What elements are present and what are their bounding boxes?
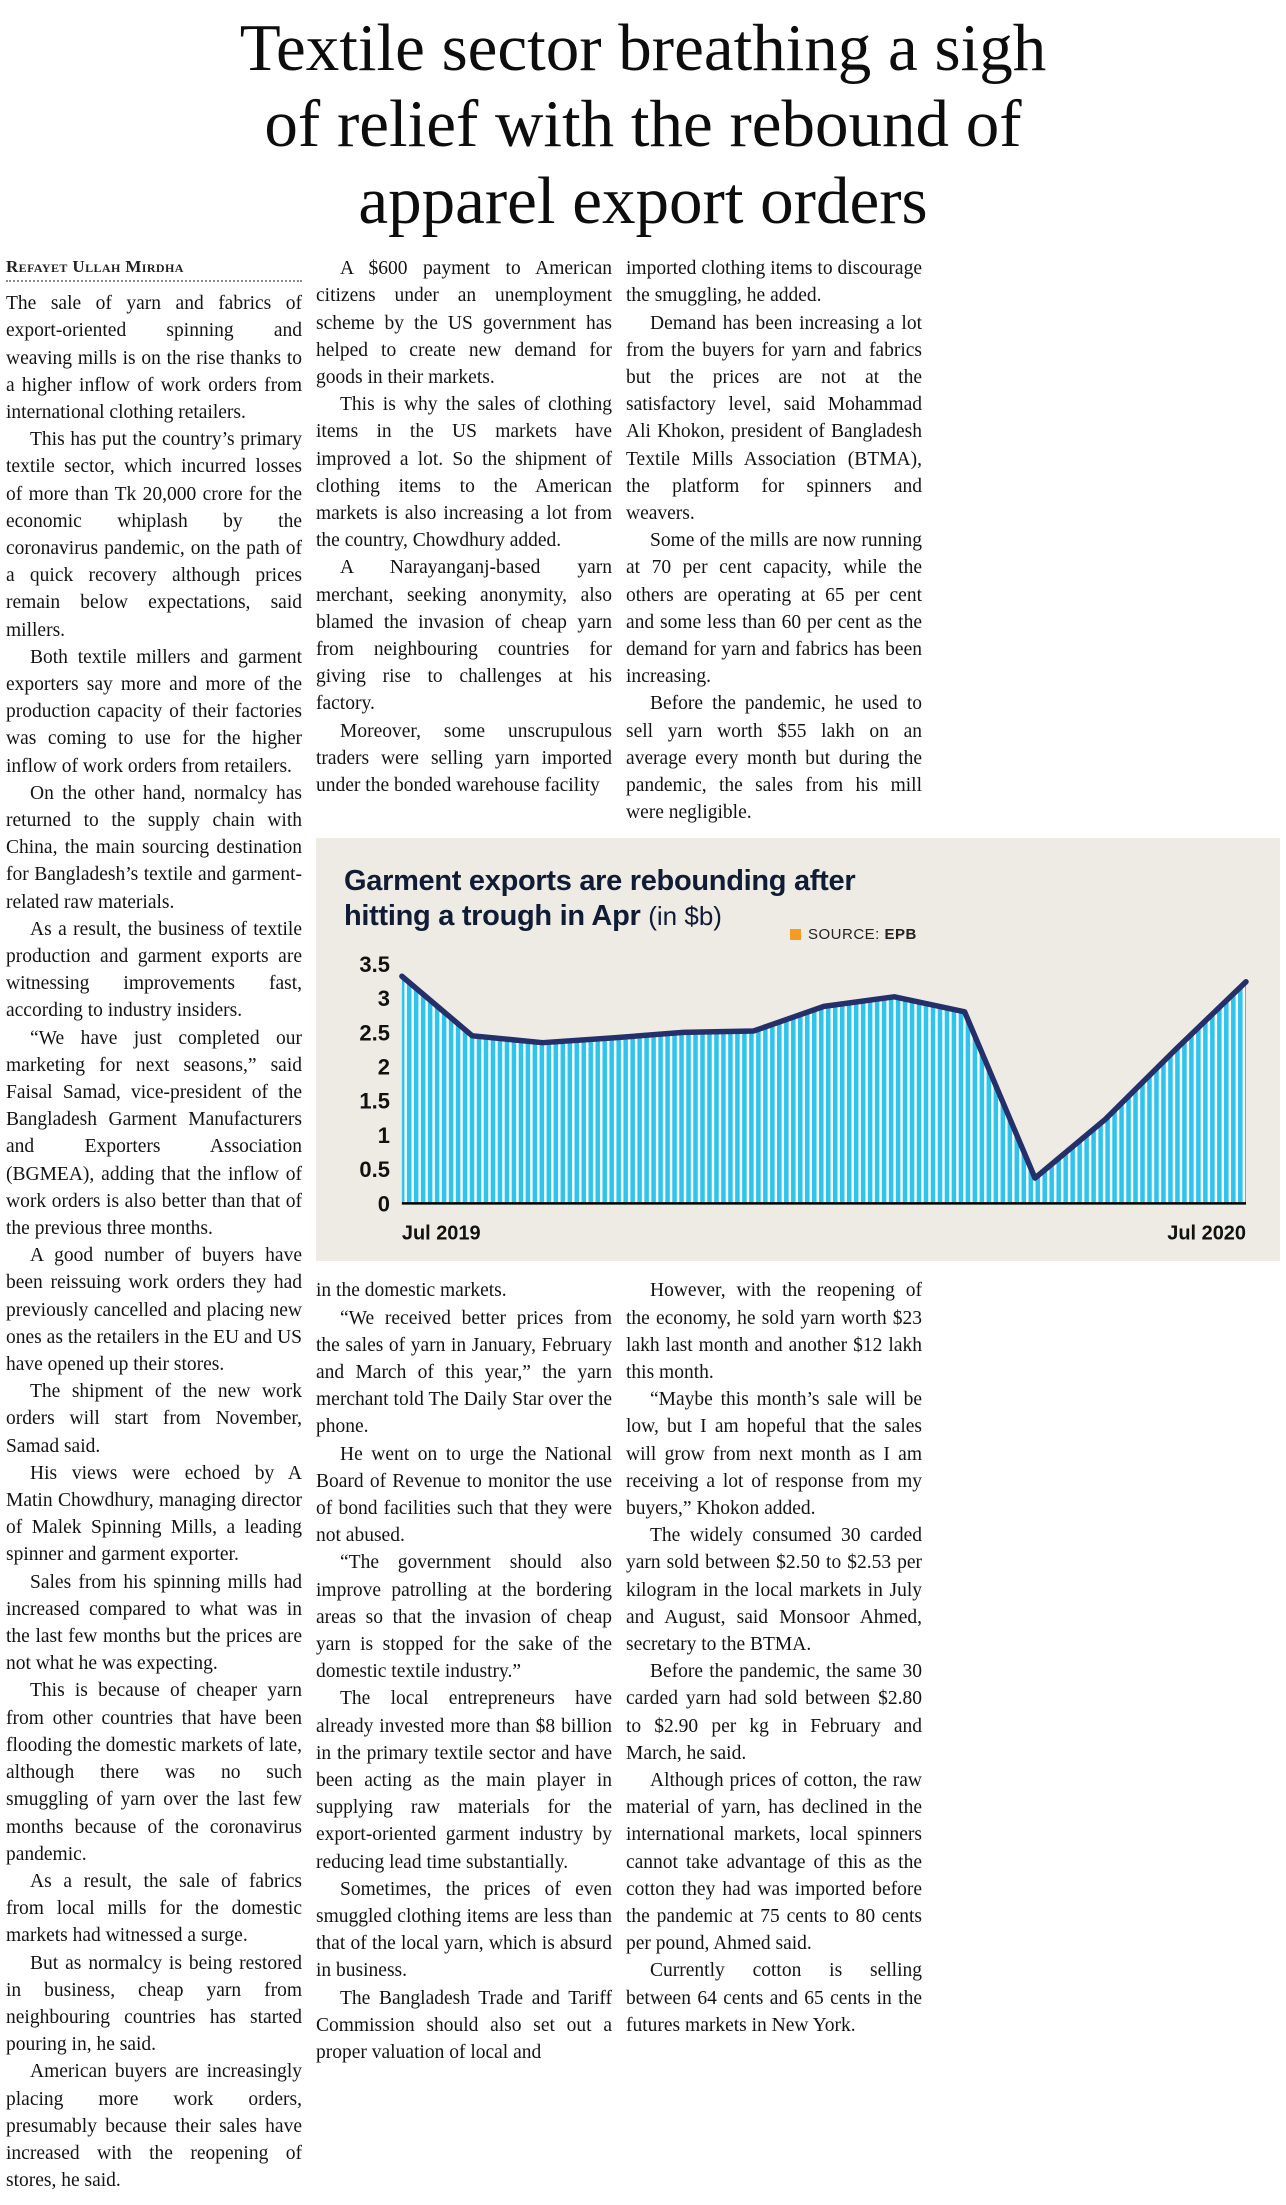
chart-panel: Garment exports are rebounding after hit… — [316, 838, 1280, 1262]
paragraph: On the other hand, normalcy has returned… — [6, 782, 302, 913]
byline: Refayet Ullah Mirdha — [6, 257, 184, 277]
chart-source: SOURCE: EPB — [790, 926, 917, 943]
headline: Textile sector breathing a sigh of relie… — [6, 10, 1280, 239]
chart-title-line1: Garment exports are rebounding after — [344, 865, 856, 898]
paragraph: “Maybe this month’s sale will be low, bu… — [626, 1389, 922, 1519]
paragraph: Although prices of cotton, the raw mater… — [626, 1769, 922, 1955]
source-swatch-icon — [790, 929, 801, 941]
svg-text:3: 3 — [378, 986, 390, 1011]
source-label: SOURCE: — [808, 926, 880, 944]
paragraph: A good number of buyers have been reissu… — [6, 1245, 302, 1376]
paragraph: This has put the country’s primary texti… — [6, 429, 302, 641]
paragraph: Both textile millers and garment exporte… — [6, 646, 302, 777]
svg-text:0: 0 — [378, 1191, 390, 1216]
svg-text:Jul 2019: Jul 2019 — [402, 1222, 481, 1244]
source-value: EPB — [884, 926, 917, 944]
paragraph: Before the pandemic, the same 30 carded … — [626, 1661, 922, 1764]
chart-title-unit: (in $b) — [648, 901, 722, 932]
headline-line: Textile sector breathing a sigh — [239, 11, 1047, 85]
paragraph: in the domestic markets. — [316, 1280, 507, 1302]
paragraph: The sale of yarn and fabrics of export-o… — [6, 293, 302, 423]
svg-text:Jul 2020: Jul 2020 — [1167, 1222, 1246, 1244]
column-1-text: The sale of yarn and fabrics of export-o… — [6, 290, 302, 2194]
paragraph: imported clothing items to discourage th… — [626, 258, 922, 307]
article-column-2-top: A $600 payment to American citizens unde… — [316, 255, 612, 799]
article-column-3-bottom: However, with the reopening of the econo… — [626, 1277, 922, 2039]
article-column-2-bottom: in the domestic markets. “We received bet… — [316, 1277, 612, 2066]
paragraph: However, with the reopening of the econo… — [626, 1280, 922, 1383]
paragraph: “We received better prices from the sale… — [316, 1307, 612, 1438]
byline-rule — [6, 280, 302, 283]
article-column-1: Refayet Ullah Mirdha The sale of yarn an… — [6, 255, 302, 2194]
svg-text:2: 2 — [378, 1055, 390, 1080]
paragraph: As a result, the sale of fabrics from lo… — [6, 1870, 302, 1947]
paragraph: Sometimes, the prices of even smuggled c… — [316, 1878, 612, 1982]
paragraph: His views were echoed by A Matin Chowdhu… — [6, 1462, 302, 1566]
paragraph: But as normalcy is being restored in bus… — [6, 1952, 302, 2056]
paragraph: Sales from his spinning mills had increa… — [6, 1571, 302, 1675]
paragraph: This is why the sales of clothing items … — [316, 394, 612, 552]
paragraph: A $600 payment to American citizens unde… — [316, 258, 612, 388]
bottom-text-row: in the domestic markets. “We received bet… — [316, 1277, 1280, 2066]
paragraph: This is because of cheaper yarn from oth… — [6, 1680, 302, 1865]
article-columns-2-3: A $600 payment to American citizens unde… — [316, 255, 1280, 2066]
article-body: Refayet Ullah Mirdha The sale of yarn an… — [6, 255, 1280, 2194]
paragraph: Before the pandemic, he used to sell yar… — [626, 693, 922, 824]
chart-title: Garment exports are rebounding after hit… — [344, 864, 964, 934]
paragraph: Currently cotton is selling between 64 c… — [626, 1960, 922, 2036]
headline-line: of relief with the rebound of — [264, 87, 1022, 162]
paragraph: The local entrepreneurs have already inv… — [316, 1688, 612, 1873]
paragraph: Moreover, some unscrupulous traders were… — [316, 720, 612, 796]
article-column-3-top: imported clothing items to discourage th… — [626, 255, 922, 826]
top-text-row: A $600 payment to American citizens unde… — [316, 255, 1280, 826]
chart-title-line2: hitting a trough in Apr — [344, 900, 641, 933]
paragraph: “We have just completed our marketing fo… — [6, 1027, 302, 1240]
chart-canvas: 0 0.5 1 1.5 2 2.5 3 3.5 Jul 2019 Jul 2020 — [359, 952, 1249, 1244]
svg-text:0.5: 0.5 — [359, 1157, 390, 1182]
paragraph: The widely consumed 30 carded yarn sold … — [626, 1525, 922, 1655]
svg-text:2.5: 2.5 — [359, 1020, 390, 1045]
paragraph: As a result, the business of textile pro… — [6, 918, 302, 1022]
paragraph: American buyers are increasingly placing… — [6, 2061, 302, 2192]
paragraph: The shipment of the new work orders will… — [6, 1381, 302, 1457]
paragraph: A Narayanganj-based yarn merchant, seeki… — [316, 557, 612, 715]
paragraph: “The government should also improve patr… — [316, 1552, 612, 1683]
paragraph: Some of the mills are now running at 70 … — [626, 530, 922, 688]
paragraph: Demand has been increasing a lot from th… — [626, 312, 922, 524]
paragraph: He went on to urge the National Board of… — [316, 1443, 612, 1547]
svg-text:1.5: 1.5 — [359, 1089, 390, 1114]
paragraph: The Bangladesh Trade and Tariff Commissi… — [316, 1987, 612, 2063]
svg-text:3.5: 3.5 — [359, 952, 390, 977]
svg-text:1: 1 — [378, 1123, 390, 1148]
headline-line: apparel export orders — [358, 163, 928, 238]
